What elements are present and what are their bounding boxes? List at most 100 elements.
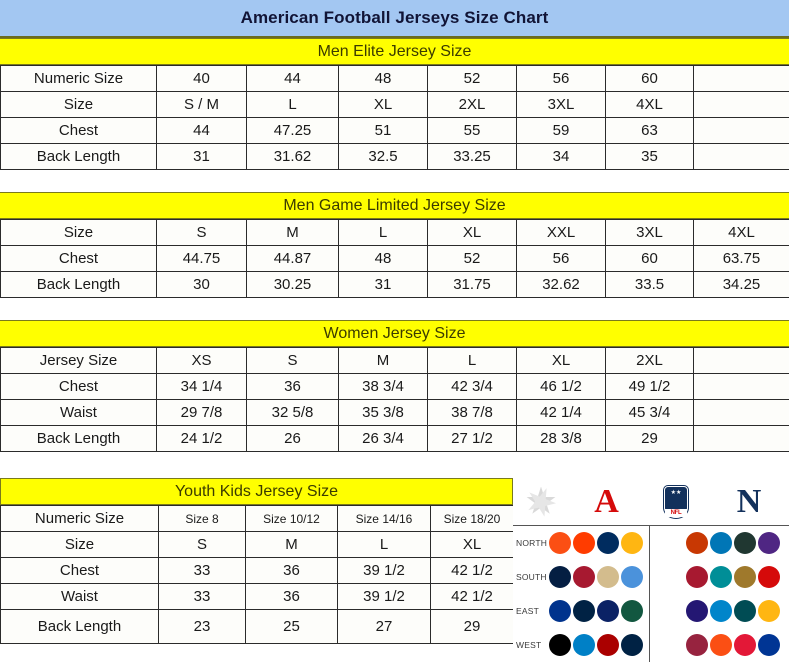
division-row-afc-south: SOUTH — [513, 560, 649, 594]
data-cell: 56 — [516, 245, 606, 272]
size-sections-host: Men Elite Jersey Size Numeric Size 40 44 48 5… — [0, 38, 789, 478]
data-cell: 36 — [245, 557, 338, 584]
data-cell: 33.5 — [605, 271, 694, 298]
data-cell: 38 7/8 — [427, 399, 517, 426]
team-logo-icon — [573, 600, 595, 622]
team-logo-icon — [597, 634, 619, 656]
data-cell: Size 18/20 — [430, 505, 514, 532]
row-header-cell: Size — [0, 91, 157, 118]
data-cell: 2XL — [427, 91, 517, 118]
nfc-logo-slot: N — [709, 484, 789, 519]
bottom-area: Youth Kids Jersey Size Numeric Size Size … — [0, 478, 789, 662]
section-banner-label: Women Jersey Size — [323, 324, 466, 342]
team-logo-strip — [549, 600, 649, 622]
sparkle-icon — [526, 487, 556, 517]
table-row: Size S M L XL — [0, 531, 514, 558]
data-cell: 46 1/2 — [516, 373, 606, 400]
nfl-shield-icon: ★★ NFL — [664, 485, 688, 518]
section-spacer — [0, 298, 789, 320]
table-row: Back Length 30 30.25 31 31.75 32.62 33.5 34.25 — [0, 271, 789, 298]
table-row: Chest 44 47.25 51 55 59 63 — [0, 117, 789, 144]
data-cell: 56 — [516, 65, 606, 92]
row-header-cell: Size — [0, 531, 159, 558]
data-cell: L — [337, 531, 431, 558]
data-cell: 26 3/4 — [338, 425, 428, 452]
data-cell: 48 — [338, 245, 428, 272]
data-cell: 3XL — [605, 219, 694, 246]
data-cell: 27 1/2 — [427, 425, 517, 452]
team-logo-icon — [621, 566, 643, 588]
data-cell: XL — [516, 347, 606, 374]
table-row: Numeric Size 40 44 48 52 56 60 — [0, 65, 789, 92]
team-logo-icon — [573, 532, 595, 554]
row-header-cell: Back Length — [0, 425, 157, 452]
data-cell: 63 — [605, 117, 694, 144]
data-cell: 39 1/2 — [337, 583, 431, 610]
table-row: Back Length 31 31.62 32.5 33.25 34 35 — [0, 143, 789, 170]
data-cell: 2XL — [605, 347, 694, 374]
data-cell: 40 — [156, 65, 247, 92]
team-logo-icon — [758, 532, 780, 554]
data-cell: 39 1/2 — [337, 557, 431, 584]
team-logo-icon — [549, 532, 571, 554]
row-header-cell: Back Length — [0, 143, 157, 170]
data-cell: L — [427, 347, 517, 374]
data-cell: 38 3/4 — [338, 373, 428, 400]
youth-banner-label: Youth Kids Jersey Size — [174, 482, 339, 500]
table-row: Chest 33 36 39 1/2 42 1/2 — [0, 557, 514, 584]
data-cell: 42 1/2 — [430, 557, 514, 584]
empty-cell — [693, 425, 789, 452]
data-cell: 33 — [158, 557, 246, 584]
table-row: Numeric Size Size 8 Size 10/12 Size 14/16 Si… — [0, 505, 514, 532]
team-logo-icon — [758, 566, 780, 588]
empty-cell — [693, 117, 789, 144]
row-header-cell: Back Length — [0, 271, 157, 298]
shield-stars: ★★ — [670, 489, 682, 496]
row-header-cell: Chest — [0, 557, 159, 584]
data-cell: Size 14/16 — [337, 505, 431, 532]
data-cell: XL — [430, 531, 514, 558]
page-title: American Football Jerseys Size Chart — [240, 8, 549, 27]
size-table-women: Jersey Size XS S M L XL 2XL Chest 34 1/4 36 38 3/4… — [0, 347, 789, 452]
data-cell: 30.25 — [246, 271, 339, 298]
data-cell: XL — [338, 91, 428, 118]
empty-cell — [693, 65, 789, 92]
table-row: Back Length 24 1/2 26 26 3/4 27 1/2 28 3/8 29 — [0, 425, 789, 452]
data-cell: 42 1/2 — [430, 583, 514, 610]
empty-cell — [693, 399, 789, 426]
section-spacer — [0, 452, 789, 478]
data-cell: 63.75 — [693, 245, 789, 272]
team-logo-icon — [621, 600, 643, 622]
team-logo-icon — [621, 532, 643, 554]
data-cell: 31.75 — [427, 271, 517, 298]
nfl-conference-header: A ★★ NFL N — [513, 478, 789, 526]
data-cell: 48 — [338, 65, 428, 92]
section-banner-label: Men Game Limited Jersey Size — [283, 196, 506, 214]
division-row-nfc-east: EAST — [650, 594, 787, 628]
data-cell: 29 — [605, 425, 694, 452]
section-banner-women: Women Jersey Size — [0, 320, 789, 347]
size-table-men-game-limited: Size S M L XL XXL 3XL 4XL Chest 44.75 44.87 48 52 56 6… — [0, 219, 789, 298]
data-cell: M — [245, 531, 338, 558]
team-logo-icon — [686, 600, 708, 622]
data-cell: 24 1/2 — [156, 425, 247, 452]
data-cell: XXL — [516, 219, 606, 246]
data-cell: 36 — [246, 373, 339, 400]
team-logo-icon — [573, 634, 595, 656]
data-cell: 60 — [605, 245, 694, 272]
empty-cell — [693, 373, 789, 400]
row-header-cell: Numeric Size — [0, 65, 157, 92]
data-cell: 31 — [156, 143, 247, 170]
data-cell: 34 1/4 — [156, 373, 247, 400]
table-row: Size S / M L XL 2XL 3XL 4XL — [0, 91, 789, 118]
row-header-cell: Waist — [0, 399, 157, 426]
data-cell: 4XL — [693, 219, 789, 246]
row-header-cell: Back Length — [0, 609, 159, 644]
team-logo-strip — [549, 566, 649, 588]
table-row: Back Length 23 25 27 29 — [0, 609, 514, 644]
team-logo-icon — [621, 634, 643, 656]
youth-banner: Youth Kids Jersey Size — [0, 478, 513, 505]
team-logo-icon — [597, 600, 619, 622]
